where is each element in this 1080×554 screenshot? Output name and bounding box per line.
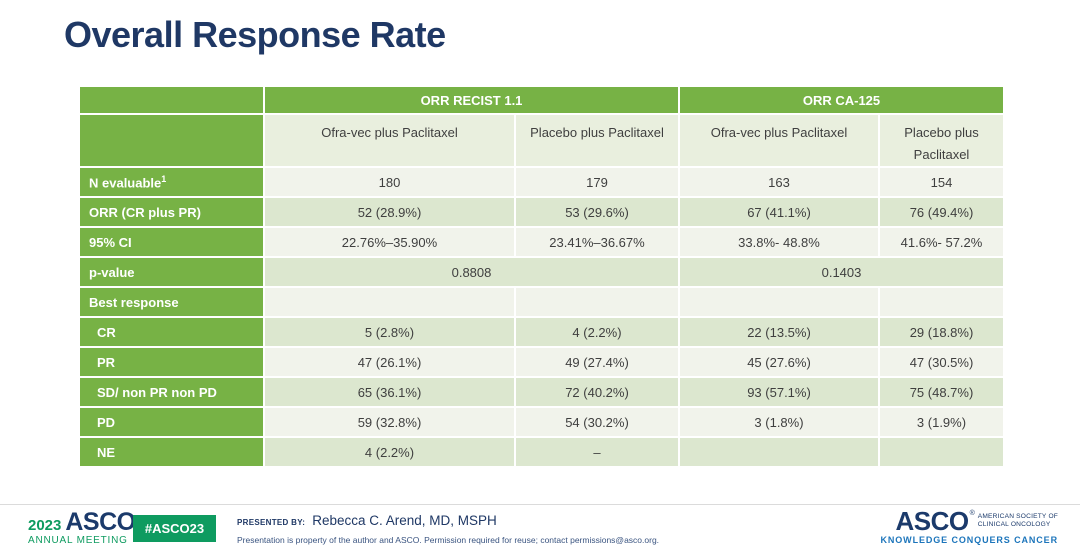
table-row-best-response: Best response	[80, 288, 1003, 316]
table-cell: 4 (2.2%)	[516, 318, 678, 346]
corner-cell	[80, 87, 263, 113]
row-label: p-value	[80, 258, 263, 286]
table-cell: 41.6%- 57.2%	[880, 228, 1003, 256]
asco-wordmark: ASCO	[895, 506, 969, 536]
table-cell: 52 (28.9%)	[265, 198, 514, 226]
table-cell: 23.41%–36.67%	[516, 228, 678, 256]
asco-society-logo: ASCO ® AMERICAN SOCIETY OF CLINICAL ONCO…	[880, 506, 1058, 545]
table-cell	[880, 438, 1003, 466]
footnote-marker: 1	[161, 173, 167, 184]
table-cell: 22 (13.5%)	[680, 318, 878, 346]
table-cell	[680, 438, 878, 466]
table-row-ne: NE 4 (2.2%) –	[80, 438, 1003, 466]
table-row-sd: SD/ non PR non PD 65 (36.1%) 72 (40.2%) …	[80, 378, 1003, 406]
table-cell: 4 (2.2%)	[265, 438, 514, 466]
row-label: 95% CI	[80, 228, 263, 256]
table-cell	[265, 288, 514, 316]
table-row-n-evaluable: N evaluable1 180 179 163 154	[80, 168, 1003, 196]
row-label: SD/ non PR non PD	[80, 378, 263, 406]
asco-tagline: KNOWLEDGE CONQUERS CANCER	[880, 535, 1058, 545]
society-line1: AMERICAN SOCIETY OF	[977, 513, 1058, 520]
group-header-orr-ca125: ORR CA-125	[680, 87, 1003, 113]
row-label: ORR (CR plus PR)	[80, 198, 263, 226]
table-cell: 54 (30.2%)	[516, 408, 678, 436]
table-cell: 45 (27.6%)	[680, 348, 878, 376]
row-label: Best response	[80, 288, 263, 316]
presented-by-label: PRESENTED BY:	[237, 518, 306, 527]
row-label: N evaluable1	[80, 168, 263, 196]
page-title: Overall Response Rate	[64, 14, 446, 55]
group-header-row: ORR RECIST 1.1 ORR CA-125	[80, 87, 1003, 113]
orr-results-table: ORR RECIST 1.1 ORR CA-125 Ofra-vec plus …	[78, 85, 1005, 468]
table-cell: 47 (30.5%)	[880, 348, 1003, 376]
row-label: CR	[80, 318, 263, 346]
col-header: Placebo plus Paclitaxel	[880, 115, 1003, 166]
hashtag-badge: #ASCO23	[133, 515, 216, 542]
table-row-pvalue: p-value 0.8808 0.1403	[80, 258, 1003, 286]
table-row-pd: PD 59 (32.8%) 54 (30.2%) 3 (1.8%) 3 (1.9…	[80, 408, 1003, 436]
col-header: Placebo plus Paclitaxel	[516, 115, 678, 166]
table-cell-merged: 0.1403	[680, 258, 1003, 286]
table-row-orr: ORR (CR plus PR) 52 (28.9%) 53 (29.6%) 6…	[80, 198, 1003, 226]
table-cell: 154	[880, 168, 1003, 196]
footer-divider	[0, 504, 1080, 505]
table-cell: 47 (26.1%)	[265, 348, 514, 376]
society-name: AMERICAN SOCIETY OF CLINICAL ONCOLOGY	[978, 513, 1058, 529]
group-header-orr-recist: ORR RECIST 1.1	[265, 87, 678, 113]
meeting-year: 2023	[28, 517, 62, 534]
table-cell: 163	[680, 168, 878, 196]
table-cell: 3 (1.8%)	[680, 408, 878, 436]
row-label: PR	[80, 348, 263, 376]
table-row-95ci: 95% CI 22.76%–35.90% 23.41%–36.67% 33.8%…	[80, 228, 1003, 256]
table-cell: 180	[265, 168, 514, 196]
corner-cell	[80, 115, 263, 166]
col-header: Ofra-vec plus Paclitaxel	[680, 115, 878, 166]
table-cell: 67 (41.1%)	[680, 198, 878, 226]
table-cell	[516, 288, 678, 316]
row-label-text: N evaluable	[89, 175, 162, 191]
table-cell: 3 (1.9%)	[880, 408, 1003, 436]
row-label: PD	[80, 408, 263, 436]
asco-wordmark: ASCO	[65, 508, 136, 536]
table-cell: 179	[516, 168, 678, 196]
registered-mark: ®	[969, 510, 975, 517]
table-cell: 33.8%- 48.8%	[680, 228, 878, 256]
asco-annual-meeting-logo: 2023 ASCO ® ANNUAL MEETING	[28, 508, 141, 547]
table-cell: 76 (49.4%)	[880, 198, 1003, 226]
table-row-pr: PR 47 (26.1%) 49 (27.4%) 45 (27.6%) 47 (…	[80, 348, 1003, 376]
table-row-cr: CR 5 (2.8%) 4 (2.2%) 22 (13.5%) 29 (18.8…	[80, 318, 1003, 346]
table-cell: 65 (36.1%)	[265, 378, 514, 406]
col-header: Ofra-vec plus Paclitaxel	[265, 115, 514, 166]
table-cell: 5 (2.8%)	[265, 318, 514, 346]
table-cell: –	[516, 438, 678, 466]
table-cell: 53 (29.6%)	[516, 198, 678, 226]
table-cell: 75 (48.7%)	[880, 378, 1003, 406]
table-cell: 72 (40.2%)	[516, 378, 678, 406]
society-line2: CLINICAL ONCOLOGY	[977, 521, 1051, 528]
presenter-name: Rebecca C. Arend, MD, MSPH	[312, 513, 497, 528]
table-cell: 59 (32.8%)	[265, 408, 514, 436]
presenter-block: PRESENTED BY: Rebecca C. Arend, MD, MSPH…	[237, 513, 659, 545]
table-cell	[680, 288, 878, 316]
column-header-row: Ofra-vec plus Paclitaxel Placebo plus Pa…	[80, 115, 1003, 166]
table-cell: 22.76%–35.90%	[265, 228, 514, 256]
table-cell: 49 (27.4%)	[516, 348, 678, 376]
table-cell	[880, 288, 1003, 316]
meeting-subtitle: ANNUAL MEETING	[28, 535, 128, 546]
table-cell-merged: 0.8808	[265, 258, 678, 286]
row-label: NE	[80, 438, 263, 466]
table-cell: 29 (18.8%)	[880, 318, 1003, 346]
copyright-disclaimer: Presentation is property of the author a…	[237, 535, 660, 545]
table-cell: 93 (57.1%)	[680, 378, 878, 406]
